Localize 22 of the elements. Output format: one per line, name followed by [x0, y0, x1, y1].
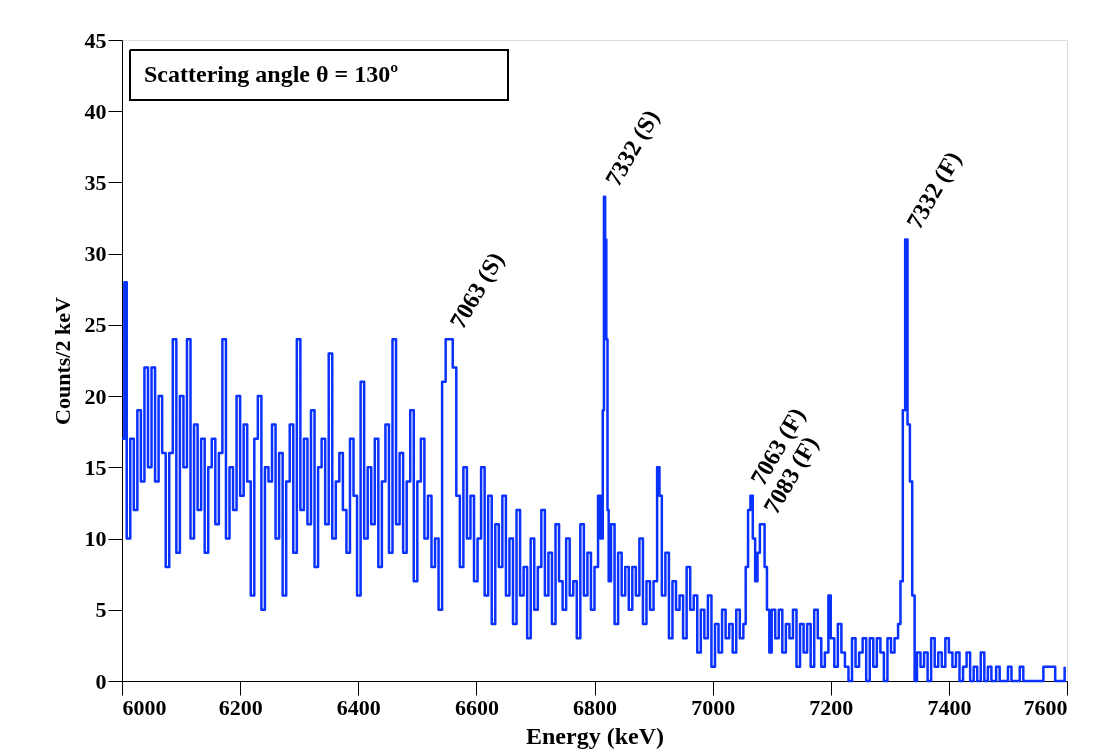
- y-tick-label: 15: [84, 454, 107, 480]
- y-tick-label: 5: [95, 597, 107, 623]
- y-tick-label: 30: [84, 241, 107, 267]
- y-tick-label: 20: [84, 383, 107, 409]
- x-tick-label: 7200: [809, 694, 854, 720]
- x-tick-label: 7600: [1023, 694, 1068, 720]
- annotation: Scattering angle θ = 130º: [144, 61, 399, 87]
- x-tick-label: 6400: [336, 694, 381, 720]
- x-tick-label: 7000: [691, 694, 736, 720]
- y-tick-label: 35: [84, 169, 107, 195]
- x-tick-label: 6800: [573, 694, 617, 720]
- y-axis-title: Counts/2 keV: [49, 297, 75, 425]
- x-tick-label: 7400: [927, 694, 972, 720]
- x-tick-label: 6000: [122, 694, 167, 720]
- x-tick-label: 6200: [218, 694, 263, 720]
- x-axis-title: Energy (keV): [526, 722, 664, 749]
- y-tick-label: 0: [95, 668, 107, 694]
- y-tick-label: 45: [84, 27, 107, 53]
- y-tick-label: 40: [84, 98, 107, 124]
- y-tick-label: 25: [84, 312, 107, 338]
- x-tick-label: 6600: [454, 694, 499, 720]
- y-tick-label: 10: [84, 526, 107, 552]
